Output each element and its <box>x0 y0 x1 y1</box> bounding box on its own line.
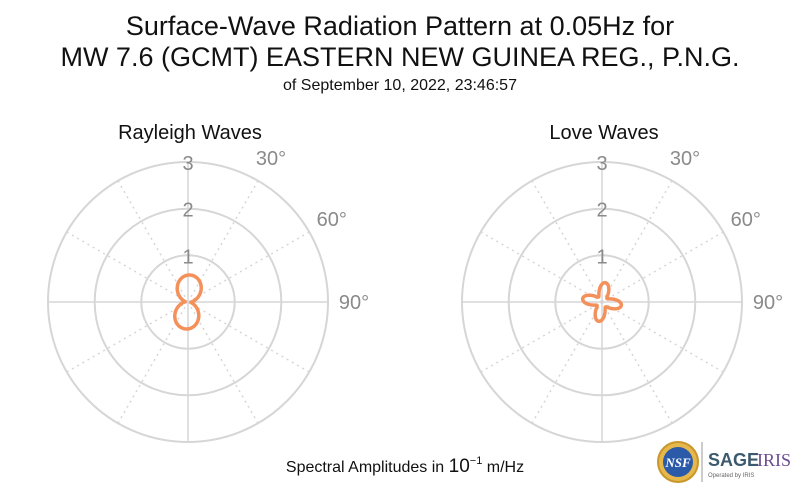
rayleigh-spoke-30 <box>187 180 259 303</box>
rayleigh-radial-tick-1: 1 <box>182 246 193 268</box>
love-spoke-210 <box>531 301 603 424</box>
rayleigh-radiation-pattern <box>173 273 203 331</box>
love-radiation-pattern <box>580 280 624 324</box>
logo-group: NSF SAGE IRIS Operated by IRIS <box>657 441 791 483</box>
rayleigh-spoke-120 <box>187 301 310 373</box>
operated-by-text: Operated by IRIS <box>708 473 754 479</box>
rayleigh-spoke-300 <box>66 231 189 303</box>
rayleigh-spoke-240 <box>66 301 189 373</box>
sage-iris-logo: SAGE IRIS Operated by IRIS <box>708 450 791 479</box>
nsf-logo-text: NSF <box>664 455 691 470</box>
rayleigh-polar-chart: Rayleigh Waves 1 2 3 30° 60° 90° <box>47 122 369 443</box>
rayleigh-angle-tick-60: 60° <box>317 209 347 231</box>
love-polar-grid: 1 2 3 30° 60° 90° <box>461 148 783 443</box>
rayleigh-chart-title: Rayleigh Waves <box>118 122 262 144</box>
love-spoke-60 <box>601 231 724 303</box>
love-spoke-150 <box>601 301 673 424</box>
figure-subtitle: of September 10, 2022, 23:46:57 <box>283 77 517 94</box>
sage-logo-text: SAGE <box>708 450 759 470</box>
love-spoke-120 <box>601 301 724 373</box>
spectral-caption: Spectral Amplitudes in 10−1 m/Hz <box>286 455 524 477</box>
figure-title-line-1: Surface-Wave Radiation Pattern at 0.05Hz… <box>126 11 674 41</box>
love-angle-tick-60: 60° <box>731 209 761 231</box>
rayleigh-spoke-210 <box>117 301 189 424</box>
rayleigh-polar-grid: 1 2 3 30° 60° 90° <box>47 148 369 443</box>
love-radial-tick-2: 2 <box>596 200 607 222</box>
love-spoke-30 <box>601 180 673 303</box>
love-radial-tick-1: 1 <box>596 246 607 268</box>
love-polar-chart: Love Waves 1 2 3 30° 60° 90° <box>461 122 783 443</box>
love-spoke-240 <box>480 301 603 373</box>
rayleigh-angle-tick-90: 90° <box>339 292 369 314</box>
caption-prefix: Spectral Amplitudes in <box>286 459 449 476</box>
iris-logo-text: IRIS <box>757 450 791 470</box>
caption-suffix: m/Hz <box>482 459 524 476</box>
rayleigh-pattern-layer <box>173 273 203 331</box>
rayleigh-angle-tick-30: 30° <box>256 148 286 170</box>
love-pattern-layer <box>580 280 624 324</box>
love-angle-tick-30: 30° <box>670 148 700 170</box>
love-chart-title: Love Waves <box>549 122 658 144</box>
figure-title-line-2: MW 7.6 (GCMT) EASTERN NEW GUINEA REG., P… <box>60 42 739 72</box>
rayleigh-radial-tick-2: 2 <box>182 200 193 222</box>
love-spoke-330 <box>531 180 603 303</box>
love-radial-tick-3: 3 <box>596 153 607 175</box>
rayleigh-spoke-60 <box>187 231 310 303</box>
love-angle-tick-90: 90° <box>753 292 783 314</box>
caption-exponent: −1 <box>470 455 483 467</box>
nsf-logo: NSF <box>657 441 699 483</box>
caption-base: 10 <box>449 456 470 477</box>
rayleigh-radial-tick-3: 3 <box>182 153 193 175</box>
love-spoke-300 <box>480 231 603 303</box>
